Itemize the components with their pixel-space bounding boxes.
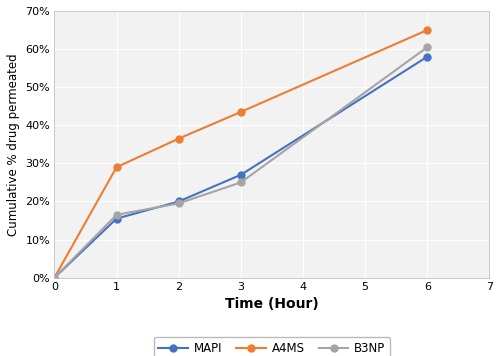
B3NP (114, 213, 119, 217)
A4MS (176, 136, 182, 141)
B3NP (238, 180, 244, 184)
B3NP (424, 45, 430, 49)
Line: MAPI: MAPI (51, 53, 431, 281)
MAPI (238, 173, 244, 177)
X-axis label: Time (Hour): Time (Hour) (225, 297, 319, 312)
MAPI (114, 216, 119, 221)
Line: B3NP: B3NP (51, 44, 431, 281)
MAPI (424, 54, 430, 59)
Legend: MAPI, A4MS, B3NP: MAPI, A4MS, B3NP (154, 337, 390, 356)
A4MS (114, 165, 119, 169)
A4MS (238, 110, 244, 114)
Y-axis label: Cumulative % drug permeated: Cumulative % drug permeated (7, 53, 20, 236)
A4MS (424, 28, 430, 32)
A4MS (52, 276, 58, 280)
B3NP (176, 201, 182, 205)
Line: A4MS: A4MS (51, 27, 431, 281)
B3NP (52, 276, 58, 280)
MAPI (176, 199, 182, 204)
MAPI (52, 276, 58, 280)
